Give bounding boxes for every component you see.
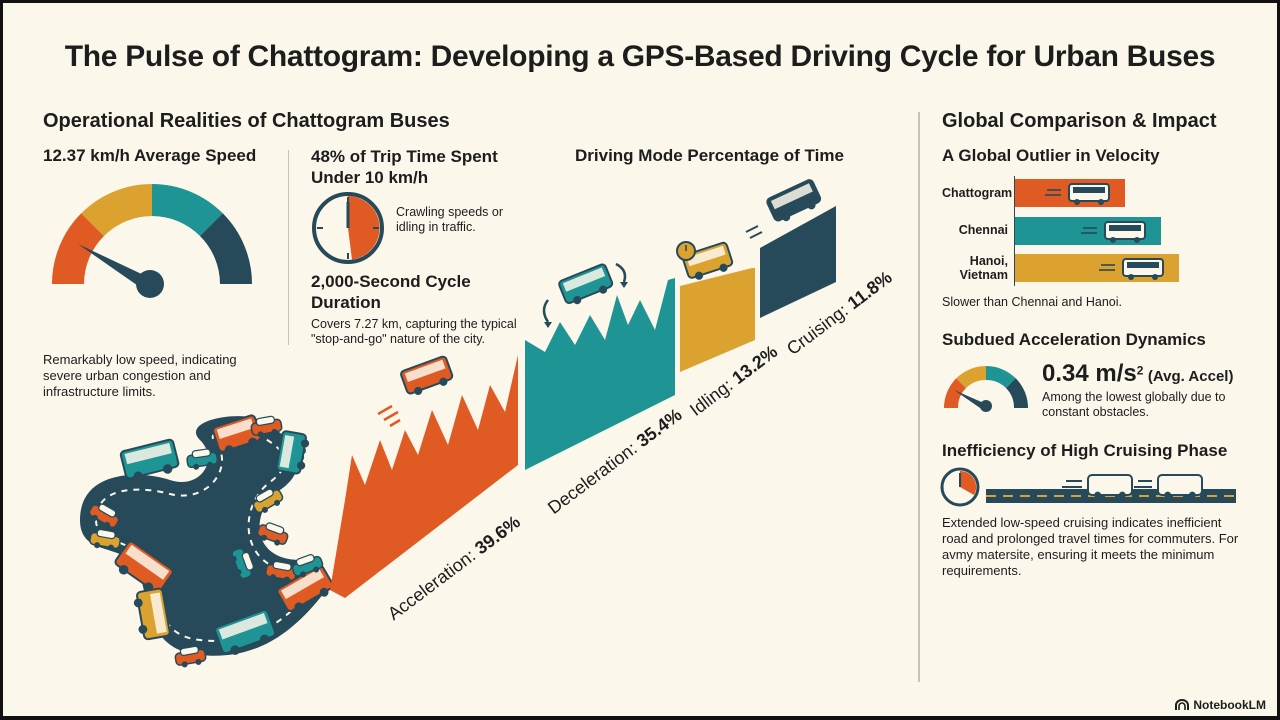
comparison-axis (1014, 176, 1015, 286)
clock-icon (312, 192, 384, 264)
clock-icon (940, 467, 980, 507)
trip-time-title: 48% of Trip Time Spent Under 10 km/h (311, 147, 498, 187)
page-title: The Pulse of Chattogram: Developing a GP… (64, 40, 1216, 73)
accel-value: 0.34 m/s (1042, 360, 1137, 387)
brand: NotebookLM (1175, 698, 1266, 712)
cycle-duration-title: 2,000-Second Cycle Duration (311, 272, 471, 312)
operational-heading: Operational Realities of Chattogram Buse… (43, 110, 450, 132)
city-bar-chattogram (1015, 179, 1125, 207)
avg-speed-title: 12.37 km/h Average Speed (43, 146, 257, 165)
accel-exponent: 2 (1136, 363, 1144, 378)
bus-icon (1157, 474, 1203, 499)
velocity-title: A Global Outlier in Velocity (942, 146, 1160, 165)
velocity-caption: Slower than Chennai and Hanoi. (942, 295, 1122, 309)
avg-speed-caption: Remarkably low speed, indicating severe … (43, 352, 237, 399)
speedometer-icon (944, 366, 1028, 412)
bus-icon (1081, 221, 1146, 243)
velocity-comparison: Chattogram Chennai Hanoi, Vietnam (942, 176, 1242, 288)
city-bar-chennai (1015, 217, 1161, 245)
accel-title: Subdued Acceleration Dynamics (942, 330, 1206, 349)
brand-name: NotebookLM (1193, 698, 1266, 712)
notebooklm-logo-icon (1175, 699, 1190, 710)
city-bar-hanoi (1015, 254, 1179, 282)
city-label-chennai: Chennai (958, 223, 1008, 237)
left-divider (288, 150, 289, 345)
bus-icon (1045, 183, 1110, 205)
accel-qualifier: (Avg. Accel) (1147, 368, 1234, 385)
city-label-hanoi: Hanoi, Vietnam (959, 254, 1008, 282)
speedometer-icon (52, 184, 252, 298)
cruise-illustration (940, 467, 1236, 507)
column-divider (918, 112, 920, 682)
bus-icon (1087, 474, 1133, 499)
global-heading: Global Comparison & Impact (942, 110, 1217, 132)
trip-time-caption: Crawling speeds or idling in traffic. (396, 205, 503, 234)
accel-value-line: 0.34 m/s2 (Avg. Accel) (1042, 360, 1233, 388)
cruise-caption: Extended low-speed cruising indicates in… (942, 515, 1239, 578)
driving-mode-heading: Driving Mode Percentage of Time (575, 146, 844, 165)
bus-icon (1099, 258, 1164, 280)
city-label-chattogram: Chattogram (942, 186, 1013, 200)
accel-caption: Among the lowest globally due to constan… (1042, 390, 1226, 419)
cruise-title: Inefficiency of High Cruising Phase (942, 441, 1228, 460)
cycle-duration-caption: Covers 7.27 km, capturing the typical "s… (311, 317, 517, 346)
